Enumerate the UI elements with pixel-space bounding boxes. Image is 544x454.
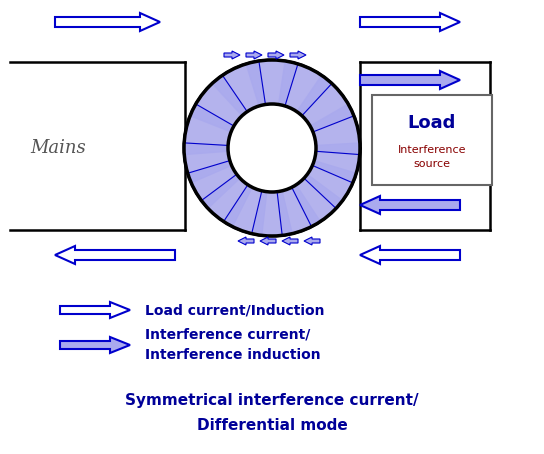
Text: Interference
source: Interference source (398, 145, 466, 168)
Polygon shape (312, 143, 360, 183)
FancyArrow shape (55, 246, 175, 264)
FancyArrow shape (246, 51, 262, 59)
FancyArrow shape (360, 246, 460, 264)
Polygon shape (304, 161, 356, 208)
FancyArrow shape (238, 237, 254, 245)
Polygon shape (184, 104, 234, 154)
Polygon shape (252, 191, 292, 236)
Polygon shape (201, 174, 252, 227)
Polygon shape (292, 174, 343, 227)
FancyArrow shape (60, 302, 130, 318)
FancyArrow shape (304, 237, 320, 245)
Text: Load: Load (408, 114, 456, 132)
Text: Differential mode: Differential mode (196, 418, 348, 433)
FancyArrow shape (60, 337, 130, 353)
Polygon shape (188, 161, 240, 208)
FancyArrow shape (360, 196, 460, 214)
Polygon shape (212, 61, 265, 116)
Polygon shape (297, 75, 354, 132)
Text: Symmetrical interference current/: Symmetrical interference current/ (125, 393, 419, 408)
Polygon shape (279, 61, 332, 116)
Polygon shape (190, 75, 247, 132)
Polygon shape (310, 104, 360, 154)
Polygon shape (246, 60, 298, 106)
Text: Interference current/: Interference current/ (145, 328, 311, 342)
Polygon shape (184, 143, 232, 183)
Text: Interference induction: Interference induction (145, 348, 320, 362)
FancyArrow shape (268, 51, 284, 59)
Circle shape (184, 60, 360, 236)
Bar (372, 95, 492, 185)
FancyArrow shape (260, 237, 276, 245)
Polygon shape (277, 185, 320, 236)
FancyArrow shape (360, 71, 460, 89)
FancyArrow shape (360, 13, 460, 31)
Polygon shape (224, 185, 267, 236)
FancyArrow shape (55, 13, 160, 31)
Circle shape (228, 104, 316, 192)
Text: Mains: Mains (30, 139, 86, 157)
FancyArrow shape (282, 237, 298, 245)
Text: Load current/Induction: Load current/Induction (145, 303, 325, 317)
FancyArrow shape (224, 51, 240, 59)
FancyArrow shape (290, 51, 306, 59)
